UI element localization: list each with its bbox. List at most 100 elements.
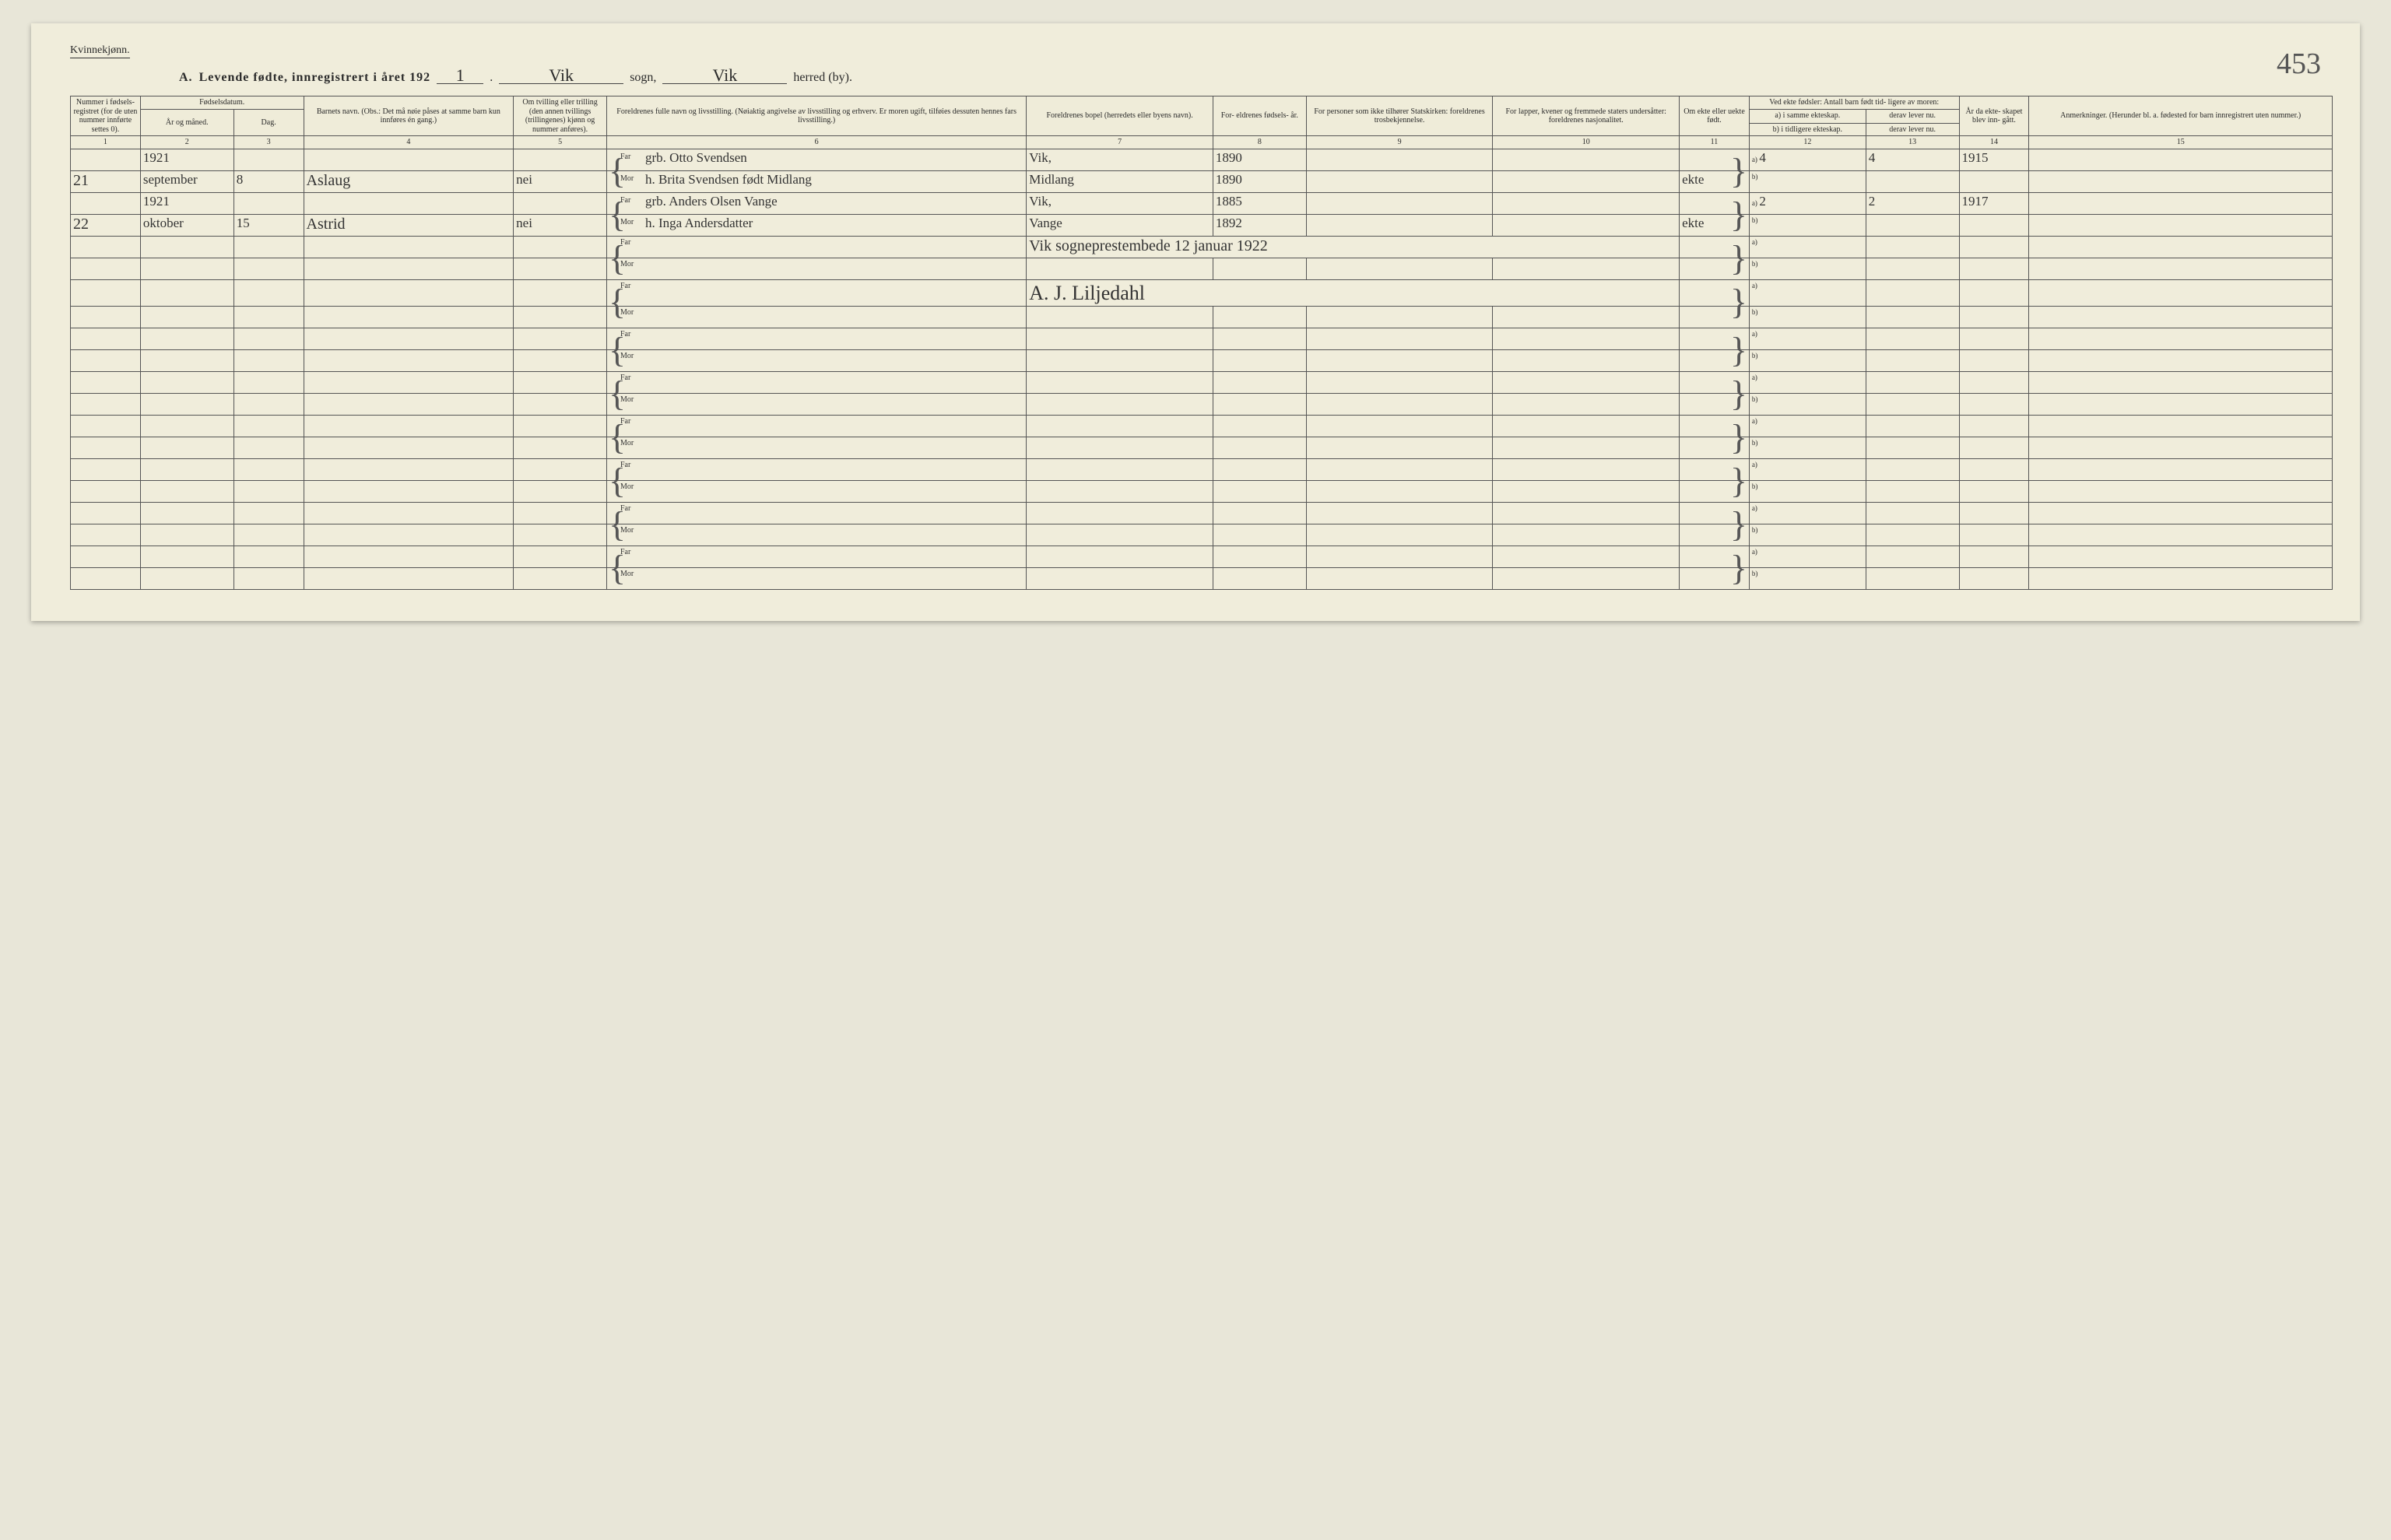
blank (1306, 503, 1493, 524)
blank (1306, 372, 1493, 394)
blank (1213, 459, 1306, 481)
blank (233, 459, 304, 481)
ekte-brace: } (1680, 149, 1750, 170)
nat-cell (1493, 170, 1680, 192)
blank (1680, 350, 1750, 372)
h-c8: For- eldrenes fødsels- år. (1213, 96, 1306, 136)
bopel-cell: Vik, (1027, 192, 1213, 214)
blank (1680, 307, 1750, 328)
blank (1493, 416, 1680, 437)
empty-row-mor: Mor b) (71, 481, 2333, 503)
title-period: . (490, 71, 493, 85)
colnum: 7 (1027, 136, 1213, 149)
day-cell: 15 (233, 214, 304, 236)
blank (1213, 328, 1306, 350)
rel-cell (1306, 170, 1493, 192)
blank (1027, 328, 1213, 350)
colnum: 11 (1680, 136, 1750, 149)
a-cell: a) (1749, 372, 1866, 394)
blank (1866, 258, 1959, 279)
rel-cell (1306, 149, 1493, 170)
blank (1493, 258, 1680, 279)
brace-cell: } (1680, 236, 1750, 258)
blank (1866, 416, 1959, 437)
h-c2: År og måned. (140, 109, 233, 136)
blank (1027, 416, 1213, 437)
blank (2029, 481, 2333, 503)
h-c7: Foreldrenes bopel (herredets eller byens… (1027, 96, 1213, 136)
blank (304, 328, 514, 350)
note-row-mor: Morb) (71, 258, 2333, 279)
blank (233, 437, 304, 459)
blank (514, 394, 607, 416)
empty-row-far: {Far}a) (71, 503, 2333, 524)
blank (1866, 236, 1959, 258)
blank (1027, 546, 1213, 568)
blank (514, 459, 607, 481)
blank (1959, 524, 2029, 546)
brace-cell: } (1680, 416, 1750, 437)
blank (1959, 328, 2029, 350)
ekte-cell: ekte (1680, 170, 1750, 192)
b-cell: b) (1749, 258, 1866, 279)
blank (2029, 279, 2333, 307)
blank (1866, 350, 1959, 372)
blank (2029, 307, 2333, 328)
h-c6: Foreldrenes fulle navn og livsstilling. … (607, 96, 1027, 136)
blank (1027, 503, 1213, 524)
mor-label-cell: Mor (607, 524, 1027, 546)
blank (304, 481, 514, 503)
blank (2029, 236, 2333, 258)
b-cell: b) (1749, 437, 1866, 459)
a-same-cell: a) 2 (1749, 192, 1866, 214)
blank (233, 372, 304, 394)
ekte-cell: ekte (1680, 214, 1750, 236)
bopel-cell: Vik, (1027, 149, 1213, 170)
num-cell: 21 (71, 170, 141, 192)
empty-row-far: {Far}a) (71, 416, 2333, 437)
twin-cell (514, 149, 607, 170)
blank (2029, 258, 2333, 279)
blank (304, 394, 514, 416)
blank (1493, 524, 1680, 546)
mor-label-cell: Mor (607, 481, 1027, 503)
blank (514, 328, 607, 350)
a-live-cell: 4 (1866, 149, 1959, 170)
a-cell: a) (1749, 328, 1866, 350)
sogn-value: Vik (499, 68, 623, 84)
blank (514, 568, 607, 590)
marriage-year-cell: 1915 (1959, 149, 2029, 170)
blank (514, 372, 607, 394)
empty-row-mor: Mor b) (71, 437, 2333, 459)
day-cell: 8 (233, 170, 304, 192)
b-cell: b) (1749, 394, 1866, 416)
blank (2029, 546, 2333, 568)
herred-label: herred (by). (793, 71, 852, 85)
blank (1866, 394, 1959, 416)
blank (140, 258, 233, 279)
table-head: Nummer i fødsels- registret (for de uten… (71, 96, 2333, 149)
blank (514, 236, 607, 258)
blank (2029, 459, 2333, 481)
h-c4: Barnets navn. (Obs.: Det må nøie påses a… (304, 96, 514, 136)
num-cell: 22 (71, 214, 141, 236)
far-label-cell: {Far (607, 372, 1027, 394)
blank (1213, 258, 1306, 279)
blank (1027, 258, 1213, 279)
b-cell: b) (1749, 481, 1866, 503)
brace-cell: } (1680, 279, 1750, 307)
register-page: 453 Kvinnekjønn. A. Levende fødte, innre… (31, 23, 2360, 621)
blank (514, 350, 607, 372)
blank (2029, 437, 2333, 459)
blank (514, 307, 607, 328)
a-cell: a) (1749, 546, 1866, 568)
mor-label-cell: Mor (607, 437, 1027, 459)
blank (1306, 524, 1493, 546)
blank (1493, 568, 1680, 590)
blank (1027, 459, 1213, 481)
blank (1959, 416, 2029, 437)
nat-cell (1493, 149, 1680, 170)
remarks-cell (2029, 149, 2333, 170)
blank (514, 524, 607, 546)
blank (1959, 372, 2029, 394)
